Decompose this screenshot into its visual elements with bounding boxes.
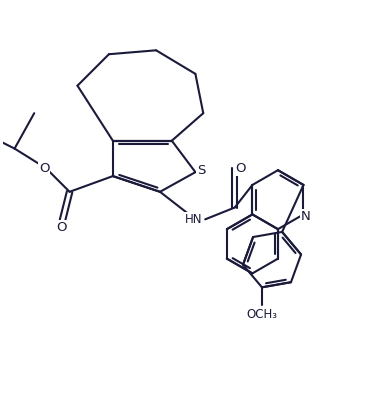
Text: O: O — [235, 162, 246, 175]
Text: OCH₃: OCH₃ — [246, 308, 277, 321]
Text: HN: HN — [185, 213, 202, 226]
Text: O: O — [39, 162, 49, 175]
Text: N: N — [301, 210, 310, 223]
Text: O: O — [56, 221, 67, 234]
Text: S: S — [197, 164, 205, 177]
